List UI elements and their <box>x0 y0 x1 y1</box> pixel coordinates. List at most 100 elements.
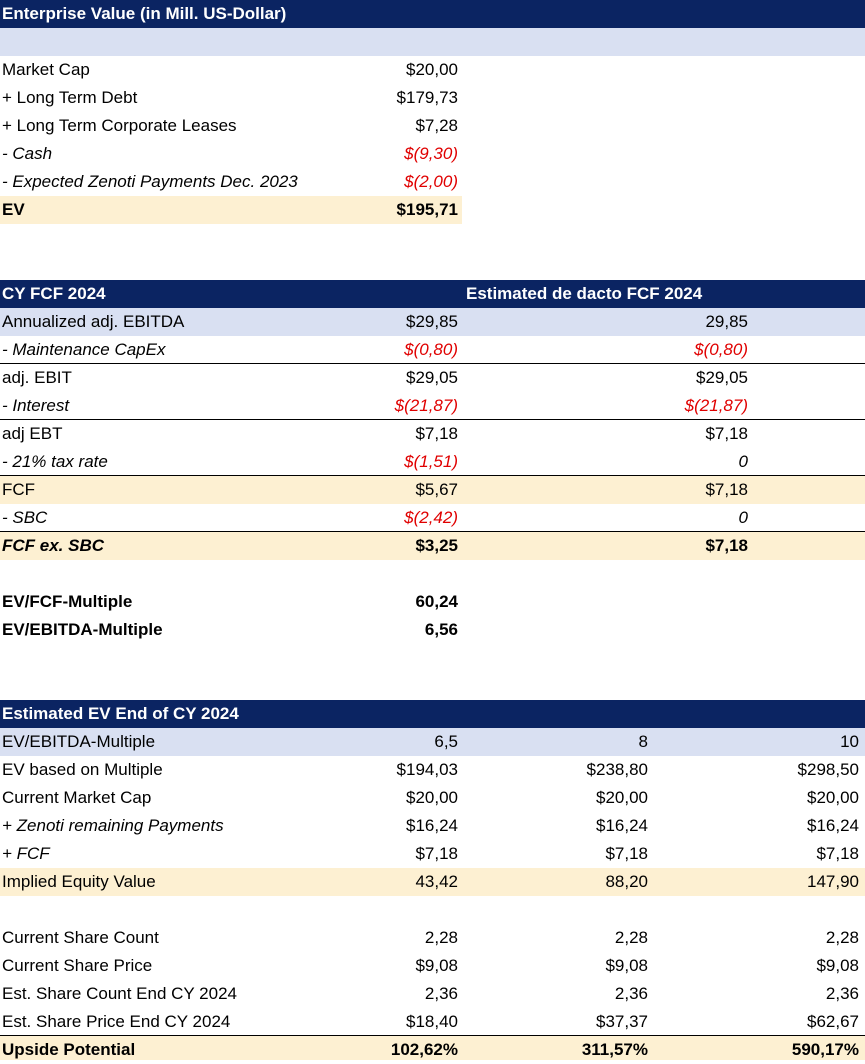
row-value-1: $29,05 <box>406 368 458 387</box>
row-value-2: 311,57% <box>581 1040 648 1059</box>
row-value-1: $(1,51) <box>404 452 458 471</box>
row-value-1: $16,24 <box>406 816 458 835</box>
multiple-row-ev-ebitda: EV/EBITDA-Multiple 6,56 <box>0 616 865 644</box>
row-value-2: 0 <box>738 452 748 471</box>
row-value-3: $16,24 <box>807 816 859 835</box>
row-value-1: $(21,87) <box>394 396 458 415</box>
row-label: + FCF <box>2 844 50 863</box>
row-value: $7,28 <box>415 116 458 135</box>
multiple-row-ev-fcf: EV/FCF-Multiple 60,24 <box>0 588 865 616</box>
ev-row-cash: - Cash $(9,30) <box>0 140 865 168</box>
fcf-row-ebt: adj EBT $7,18 $7,18 <box>0 420 865 448</box>
ev-row-market-cap: Market Cap $20,00 <box>0 56 865 84</box>
ev-title: Enterprise Value (in Mill. US-Dollar) <box>2 4 287 23</box>
row-label: - Expected Zenoti Payments Dec. 2023 <box>2 172 298 191</box>
fcf-row-interest: - Interest $(21,87) $(21,87) <box>0 392 865 420</box>
row-value-2: 8 <box>638 732 648 751</box>
row-value-2: $37,37 <box>596 1012 648 1031</box>
ev-row-long-term-debt: + Long Term Debt $179,73 <box>0 84 865 112</box>
row-value-2: 2,36 <box>614 984 648 1003</box>
row-value-1: $29,85 <box>406 312 458 331</box>
row-label: EV based on Multiple <box>2 760 163 779</box>
est-row-multiple: EV/EBITDA-Multiple 6,5 8 10 <box>0 728 865 756</box>
row-label: Current Share Price <box>2 956 153 975</box>
row-label: FCF ex. SBC <box>2 536 105 555</box>
row-value-2: $7,18 <box>605 844 648 863</box>
row-value: 6,56 <box>424 620 458 639</box>
row-value-2: $16,24 <box>596 816 648 835</box>
row-value-2: $(21,87) <box>684 396 748 415</box>
row-label: Est. Share Count End CY 2024 <box>2 984 238 1003</box>
row-label: Current Market Cap <box>2 788 152 807</box>
row-value-1: 102,62% <box>390 1040 458 1059</box>
row-label: - Interest <box>2 396 70 415</box>
ev-row-zenoti: - Expected Zenoti Payments Dec. 2023 $(2… <box>0 168 865 196</box>
row-value-1: $20,00 <box>406 788 458 807</box>
row-value-1: 43,42 <box>415 872 458 891</box>
row-label: + Long Term Corporate Leases <box>2 116 237 135</box>
row-label: - Maintenance CapEx <box>2 340 166 359</box>
row-value-3: $62,67 <box>807 1012 859 1031</box>
row-label: Upside Potential <box>2 1040 136 1059</box>
row-value-3: $298,50 <box>797 760 859 779</box>
row-label: Est. Share Price End CY 2024 <box>2 1012 231 1031</box>
row-value-2: 88,20 <box>605 872 648 891</box>
row-value-2: $(0,80) <box>694 340 748 359</box>
row-value-1: $7,18 <box>415 424 458 443</box>
row-label: EV/FCF-Multiple <box>2 592 133 611</box>
row-value-3: $7,18 <box>816 844 859 863</box>
est-row-fcf: + FCF $7,18 $7,18 $7,18 <box>0 840 865 868</box>
row-value: 60,24 <box>415 592 458 611</box>
row-value-3: 2,28 <box>825 928 859 947</box>
fcf-row-sbc: - SBC $(2,42) 0 <box>0 504 865 532</box>
fcf-title: CY FCF 2024 <box>2 284 106 303</box>
row-value-1: 2,36 <box>424 984 458 1003</box>
est-row-upside: Upside Potential 102,62% 311,57% 590,17% <box>0 1036 865 1060</box>
row-value-1: $(0,80) <box>404 340 458 359</box>
row-value: $(2,00) <box>404 172 458 191</box>
row-value-1: $18,40 <box>406 1012 458 1031</box>
row-label: EV <box>2 200 25 219</box>
ev-header: Enterprise Value (in Mill. US-Dollar) <box>0 0 865 28</box>
fcf-header: CY FCF 2024 Estimated de dacto FCF 2024 <box>0 280 865 308</box>
row-value-1: $9,08 <box>415 956 458 975</box>
row-value-2: $7,18 <box>705 536 748 555</box>
row-value-2: $7,18 <box>705 424 748 443</box>
row-label: adj EBT <box>2 424 63 443</box>
fcf-row-ebitda: Annualized adj. EBITDA $29,85 29,85 <box>0 308 865 336</box>
row-label: Annualized adj. EBITDA <box>2 312 185 331</box>
row-value: $(9,30) <box>404 144 458 163</box>
row-value-1: $5,67 <box>415 480 458 499</box>
row-value-2: $29,05 <box>696 368 748 387</box>
row-value-2: 29,85 <box>705 312 748 331</box>
est-row-est-share-price: Est. Share Price End CY 2024 $18,40 $37,… <box>0 1008 865 1036</box>
row-value-3: 147,90 <box>807 872 859 891</box>
est-row-est-share-count: Est. Share Count End CY 2024 2,36 2,36 2… <box>0 980 865 1008</box>
row-label: - SBC <box>2 508 48 527</box>
row-value: $195,71 <box>396 200 458 219</box>
est-row-share-count: Current Share Count 2,28 2,28 2,28 <box>0 924 865 952</box>
fcf-row-ebit: adj. EBIT $29,05 $29,05 <box>0 364 865 392</box>
row-label: Current Share Count <box>2 928 159 947</box>
row-label: + Zenoti remaining Payments <box>2 816 224 835</box>
row-value-2: $9,08 <box>605 956 648 975</box>
est-title: Estimated EV End of CY 2024 <box>2 704 239 723</box>
row-value-2: 2,28 <box>614 928 648 947</box>
row-value-2: $7,18 <box>705 480 748 499</box>
row-value-1: $7,18 <box>415 844 458 863</box>
ev-row-leases: + Long Term Corporate Leases $7,28 <box>0 112 865 140</box>
row-value-1: $3,25 <box>415 536 458 555</box>
row-value-2: $20,00 <box>596 788 648 807</box>
fcf-row-fcf-ex-sbc: FCF ex. SBC $3,25 $7,18 <box>0 532 865 560</box>
row-value-2: 0 <box>738 508 748 527</box>
row-value-3: 2,36 <box>825 984 859 1003</box>
row-value-3: $20,00 <box>807 788 859 807</box>
row-label: Market Cap <box>2 60 90 79</box>
row-label: FCF <box>2 480 36 499</box>
row-label: EV/EBITDA-Multiple <box>2 732 156 751</box>
fcf-row-fcf: FCF $5,67 $7,18 <box>0 476 865 504</box>
row-value-3: $9,08 <box>816 956 859 975</box>
row-label: - 21% tax rate <box>2 452 108 471</box>
row-value-3: 10 <box>840 732 859 751</box>
row-label: EV/EBITDA-Multiple <box>2 620 163 639</box>
